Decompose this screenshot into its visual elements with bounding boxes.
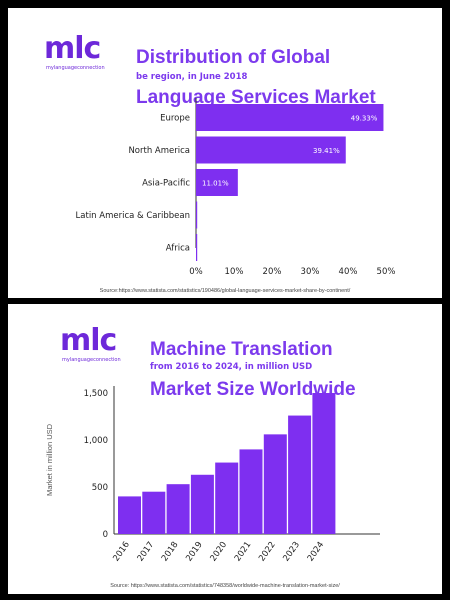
y-tick-label: 1,000	[84, 436, 108, 446]
x-tick-label: 40%	[339, 267, 358, 277]
x-tick-label: 2016	[111, 540, 132, 563]
chart-title: Machine Translation Market Size Worldwid…	[150, 320, 356, 420]
x-tick-label: 2021	[233, 540, 254, 563]
bar	[196, 169, 238, 196]
data-label: 11.01%	[202, 180, 229, 188]
bar	[190, 474, 214, 534]
language-services-panel: mlc mylanguageconnection Distribution of…	[8, 8, 442, 298]
chart-subtitle: be region, in June 2018	[136, 72, 248, 82]
x-tick-label: 30%	[301, 267, 320, 277]
x-tick-label: 2023	[281, 540, 302, 563]
bar	[215, 462, 239, 534]
chart-subtitle: from 2016 to 2024, in million USD	[150, 362, 313, 372]
title-line-2: Language Services Market	[136, 87, 376, 108]
source-text: Source:https://www.statista.com/statisti…	[99, 288, 351, 294]
chart-title: Distribution of Global Language Services…	[136, 28, 376, 128]
category-label: North America	[128, 146, 190, 156]
source-text: Source: https://www.statista.com/statist…	[110, 583, 340, 589]
x-tick-label: 20%	[263, 267, 282, 277]
bar	[288, 415, 312, 534]
x-tick-label: 2024	[306, 540, 327, 563]
y-axis-label: Market in million USD	[45, 423, 54, 496]
x-tick-label: 2020	[209, 540, 230, 563]
data-label: 49.33%	[351, 115, 378, 123]
x-tick-label: 2017	[136, 540, 157, 563]
bar	[166, 484, 190, 534]
logo-tagline: mylanguageconnection	[62, 357, 121, 363]
horizontal-bar-chart: Europe 49.33% North America 39.41% Asia-Paci…	[76, 98, 396, 277]
bar	[196, 234, 198, 261]
y-tick-label: 500	[92, 483, 108, 493]
x-tick-label: 2018	[160, 540, 181, 563]
logo-tagline: mylanguageconnection	[46, 65, 105, 71]
bar	[263, 434, 287, 534]
title-line-1: Distribution of Global	[136, 47, 331, 68]
x-tick-label: 50%	[377, 267, 396, 277]
x-tick-label: 2022	[257, 540, 278, 563]
bar	[196, 104, 384, 131]
x-tick-label: 0%	[189, 267, 203, 277]
y-tick-label: 1,500	[84, 389, 108, 399]
x-tick-label: 2019	[184, 540, 205, 563]
category-label: Latin America & Caribbean	[76, 211, 190, 221]
data-label: 39.41%	[313, 147, 340, 155]
title-line-2: Market Size Worldwide	[150, 379, 356, 400]
bar	[142, 491, 166, 534]
category-label: Europe	[160, 114, 190, 124]
bar	[196, 136, 346, 164]
y-tick-label: 0	[103, 530, 108, 540]
bar	[196, 201, 198, 229]
logo-mark: mlc	[44, 31, 101, 66]
bar	[118, 496, 141, 534]
title-line-1: Machine Translation	[150, 339, 333, 360]
logo-mark: mlc	[60, 323, 117, 358]
bar	[239, 449, 263, 534]
x-tick-label: 10%	[225, 267, 244, 277]
category-label: Asia-Pacific	[142, 179, 190, 189]
machine-translation-panel: mlc mylanguageconnection Machine Transla…	[8, 304, 442, 594]
bar	[312, 393, 336, 534]
category-label: Africa	[166, 244, 190, 254]
